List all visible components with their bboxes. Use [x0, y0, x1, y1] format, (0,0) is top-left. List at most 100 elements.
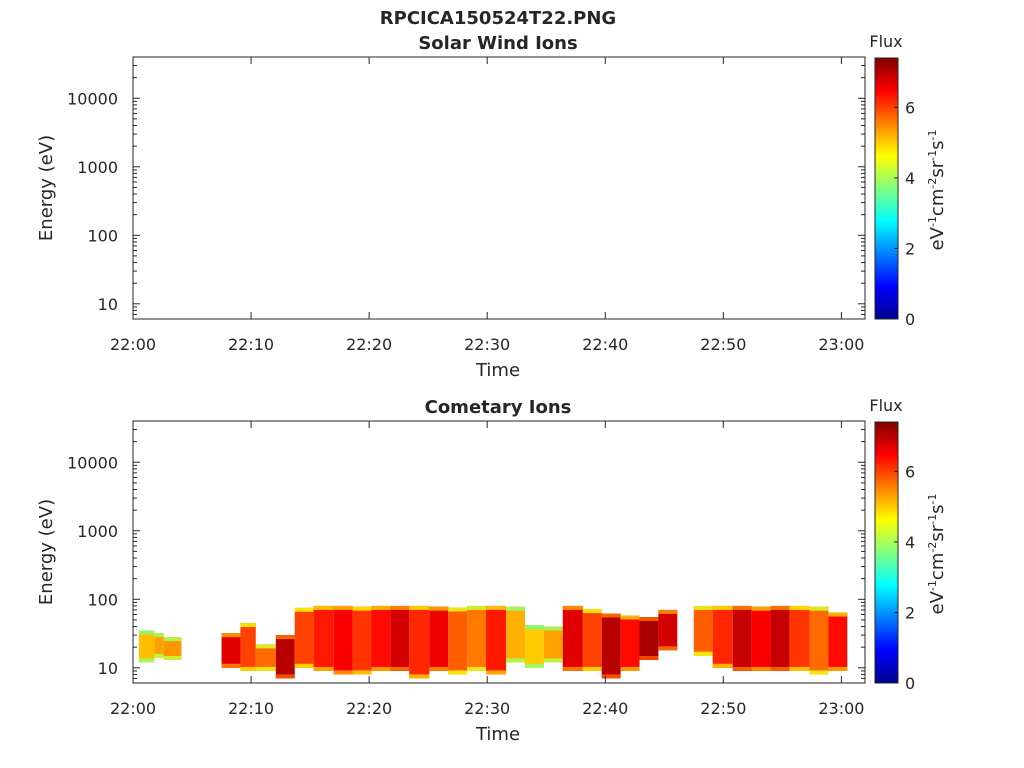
spectrogram-block-edge	[163, 655, 182, 660]
spectrogram-block-edge	[582, 609, 602, 614]
colorbar-tick-label: 6	[905, 462, 915, 481]
colorbar-tick-label: 6	[905, 98, 915, 117]
spectrogram-block	[809, 606, 829, 675]
spectrogram-block-edge	[429, 606, 449, 611]
colorbar-tick-label: 0	[905, 674, 915, 693]
spectrogram-block-edge	[658, 646, 678, 651]
spectrogram-block-edge	[770, 666, 790, 671]
spectrogram-block-edge	[371, 605, 391, 610]
spectrogram-block-edge	[601, 613, 621, 618]
spectrogram-block-edge	[693, 605, 713, 610]
spectrogram-block-edge	[486, 605, 507, 610]
spectrogram-block-edge	[751, 606, 771, 611]
x-tick-label: 22:30	[464, 699, 510, 718]
spectrogram-block-edge	[828, 666, 848, 671]
colorbar-tick-label: 2	[905, 603, 915, 622]
colorbar-title: Flux	[869, 396, 902, 415]
spectrogram-block-edge	[601, 674, 621, 679]
spectrogram-block	[524, 625, 544, 668]
spectrogram-block-edge	[294, 607, 314, 612]
spectrogram-block	[313, 605, 334, 671]
x-tick-label: 22:10	[228, 335, 274, 354]
spectrogram-block-edge	[732, 666, 752, 671]
spectrogram-block	[371, 605, 391, 671]
spectrogram-block	[352, 606, 372, 675]
spectrogram-block	[486, 605, 507, 675]
x-axis-label: Time	[475, 360, 520, 381]
spectrogram-block-edge	[751, 666, 771, 671]
colorbar-tick-label: 4	[905, 533, 915, 552]
spectrogram-block-edge	[467, 666, 487, 671]
x-tick-label: 22:50	[700, 699, 746, 718]
spectrogram-block	[163, 637, 182, 660]
spectrogram-block	[712, 605, 733, 668]
y-tick-label: 1000	[77, 158, 118, 177]
spectrogram-block	[543, 626, 563, 663]
spectrogram-block-edge	[789, 666, 810, 671]
colorbar-label: eV-1cm-2sr-1s-1	[926, 130, 948, 251]
spectrogram-block-edge	[639, 655, 659, 660]
y-tick-label: 100	[87, 226, 118, 245]
spectrogram-block	[828, 612, 848, 671]
y-tick-label: 1000	[77, 522, 118, 541]
colorbar: Flux 0 2 4 6 eV-1cm-2sr-1s-1	[869, 32, 948, 329]
spectrogram-block-edge	[390, 605, 410, 610]
colorbar-tick-label: 2	[905, 239, 915, 258]
spectrogram-block-edge	[620, 615, 640, 620]
spectrogram-block-edge	[562, 666, 583, 671]
axes: 22:00 22:10 22:20 22:30 22:40 22:50 23:00 10 100…	[67, 420, 865, 718]
spectrogram-block-edge	[543, 658, 563, 663]
spectrogram-block-edge	[371, 666, 391, 671]
spectrogram-block	[770, 605, 790, 671]
spectrogram-block-edge	[240, 623, 256, 628]
spectrogram-block	[467, 605, 487, 671]
panel-title: Solar Wind Ions	[418, 33, 577, 54]
spectrogram-block-edge	[658, 609, 678, 614]
spectrogram-block-edge	[448, 670, 468, 675]
spectrogram-block-edge	[313, 605, 334, 610]
x-tick-label: 22:30	[464, 335, 510, 354]
spectrogram-block-edge	[275, 674, 295, 679]
colorbar-tick-label: 4	[905, 169, 915, 188]
y-tick-label: 10	[98, 295, 118, 314]
spectrogram-block	[658, 609, 678, 651]
spectrogram-block-edge	[506, 658, 525, 663]
spectrogram-block-edge	[582, 666, 602, 671]
spectrogram-block-edge	[770, 605, 790, 610]
x-tick-label: 22:00	[110, 699, 156, 718]
spectrogram-block-edge	[467, 605, 487, 610]
y-tick-label: 100	[87, 590, 118, 609]
y-tick-label: 10000	[67, 453, 118, 472]
panel-title: Cometary Ions	[425, 397, 572, 418]
spectrogram-block-edge	[506, 606, 525, 611]
spectrogram-block	[255, 644, 276, 671]
plot-frame	[132, 56, 866, 320]
spectrogram-block	[333, 605, 353, 675]
spectrogram-block-edge	[693, 651, 713, 656]
y-tick-label: 10	[98, 659, 118, 678]
spectrogram-block	[448, 607, 468, 675]
spectrogram-block-edge	[828, 612, 848, 617]
spectrogram-block-edge	[221, 633, 241, 638]
spectrogram-block-edge	[486, 670, 507, 675]
spectrogram-block	[751, 606, 771, 671]
figure-title: RPCICA150524T22.PNG	[380, 8, 616, 29]
spectrogram-block	[732, 605, 752, 671]
spectrogram-block	[620, 615, 640, 671]
spectrogram-block-edge	[543, 626, 563, 631]
y-tick-label: 10000	[67, 89, 118, 108]
x-tick-label: 23:00	[818, 699, 864, 718]
spectrogram-block-edge	[712, 663, 733, 668]
spectrogram-block-edge	[294, 663, 314, 668]
spectrogram-block-edge	[313, 666, 334, 671]
spectrogram-block	[409, 605, 430, 679]
spectrogram-block-edge	[352, 670, 372, 675]
spectrogram-block	[429, 606, 449, 671]
spectrogram-block-edge	[639, 617, 659, 622]
colorbar-ticks: 0 2 4 6	[894, 98, 915, 329]
spectrogram-block	[562, 605, 583, 671]
x-tick-label: 22:00	[110, 335, 156, 354]
spectrogram-block	[582, 609, 602, 671]
x-tick-label: 22:10	[228, 699, 274, 718]
